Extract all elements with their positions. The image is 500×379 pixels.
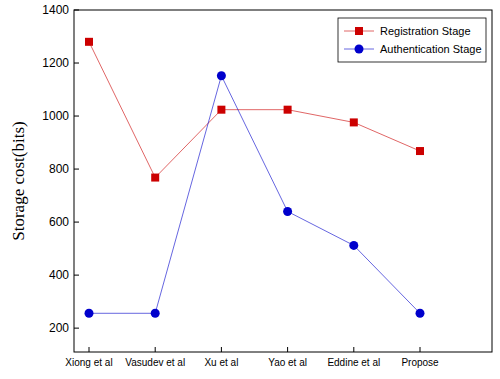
legend-marker [355, 45, 364, 54]
x-tick [155, 347, 156, 352]
y-tick-label: 400 [49, 268, 69, 282]
data-point [349, 241, 358, 250]
x-tick [353, 347, 354, 352]
y-tick [74, 222, 79, 223]
x-tick-label: Xiong et al [65, 357, 112, 368]
data-point [151, 309, 160, 318]
data-point [151, 174, 159, 182]
y-tick-label: 800 [49, 162, 69, 176]
y-tick [74, 169, 79, 170]
data-point [416, 309, 425, 318]
plot-area [85, 38, 425, 318]
y-tick-label: 200 [49, 321, 69, 335]
x-tick [420, 347, 421, 352]
y-tick [74, 63, 79, 64]
y-tick [74, 116, 79, 117]
y-tick [74, 10, 79, 11]
x-tick-label: Eddine et al [327, 357, 380, 368]
data-point [284, 106, 292, 114]
x-tick-label: Propose [401, 357, 439, 368]
data-point [416, 147, 424, 155]
x-tick-label: Vasudev et al [125, 357, 185, 368]
x-tick-label: Yao et al [268, 357, 307, 368]
data-point [85, 309, 94, 318]
legend-marker [355, 27, 363, 35]
legend-box [338, 18, 486, 62]
data-point [350, 118, 358, 126]
y-tick [74, 328, 79, 329]
y-tick-label: 1000 [42, 109, 69, 123]
legend-label: Registration Stage [380, 25, 471, 37]
y-tick-label: 1400 [42, 3, 69, 17]
y-tick-label: 1200 [42, 56, 69, 70]
legend-label: Authentication Stage [380, 43, 482, 55]
legend: Registration Stage Authentication Stage [338, 18, 486, 62]
data-point [217, 71, 226, 80]
x-tick [221, 347, 222, 352]
y-tick-label: 600 [49, 215, 69, 229]
y-tick [74, 275, 79, 276]
plot-frame [74, 10, 492, 352]
chart-svg: 200 400 600 800 1000 1200 1400 Xiong et al Vasud… [0, 0, 500, 379]
data-point [283, 207, 292, 216]
series-line [89, 76, 420, 314]
chart-container: 200 400 600 800 1000 1200 1400 Xiong et al Vasud… [0, 0, 500, 379]
x-tick [287, 347, 288, 352]
data-point [217, 106, 225, 114]
data-point [85, 38, 93, 46]
x-tick [89, 347, 90, 352]
y-axis-label: Storage cost(bits) [9, 121, 28, 240]
x-tick-label: Xu et al [204, 357, 238, 368]
